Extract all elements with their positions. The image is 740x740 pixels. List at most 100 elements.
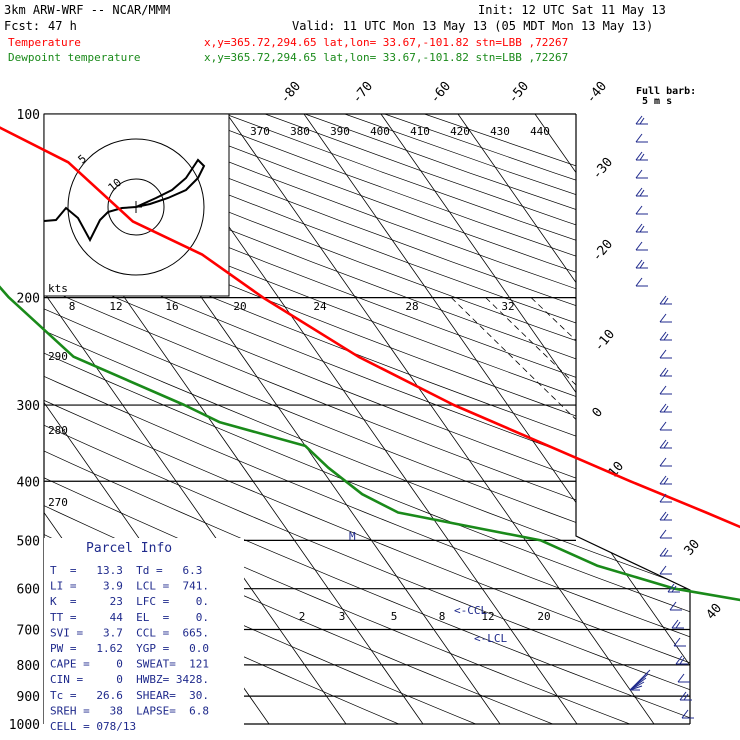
dry-adiabat-line	[44, 114, 690, 724]
ccl-annotation: <-CCL	[454, 604, 487, 617]
wind-barb-flag	[659, 421, 667, 431]
dewpoint-info: x,y=365.72,294.65 lat,lon= 33.67,-101.82…	[204, 51, 568, 64]
mixing-ratio-label: 2	[299, 610, 306, 623]
pressure-tick-label: 100	[17, 108, 40, 123]
theta-label: 280	[48, 424, 68, 437]
wind-barb-flag	[659, 457, 667, 467]
temperature-profile	[0, 126, 740, 529]
isotherm-label: -20	[590, 237, 617, 265]
dry-adiabat-line	[44, 114, 690, 724]
dry-adiabat-line	[44, 114, 690, 724]
parcel-info-row: CIN = 0 HWBZ= 3428.	[50, 673, 209, 686]
wind-barb-flag	[635, 187, 643, 197]
mixing-ratio-label: 28	[405, 300, 418, 313]
parcel-info-row: SREH = 38 LAPSE= 6.8	[50, 704, 209, 717]
mixing-ratio-label: 16	[165, 300, 178, 313]
wind-barb-flag	[663, 549, 669, 557]
hodograph-kts-label: kts	[48, 282, 68, 295]
wind-barb-flag	[639, 189, 645, 197]
wind-barb-flag	[635, 169, 643, 179]
wind-barb-flag	[659, 493, 667, 503]
isotherm-label: -40	[584, 79, 611, 107]
mixing-ratio-label: 12	[481, 610, 494, 623]
wind-barb-flag	[659, 475, 667, 485]
model-title: 3km ARW-WRF -- NCAR/MMM	[4, 3, 170, 17]
wind-barb-flag	[635, 151, 643, 161]
mixing-ratio-line	[451, 297, 690, 724]
full-barb-label: Full barb:	[636, 86, 696, 97]
dry-adiabat-line	[424, 114, 690, 724]
isotherm-line	[226, 114, 655, 724]
wind-barb-flag	[635, 259, 643, 269]
wind-barb-staff	[629, 681, 645, 691]
wind-barb-flag	[659, 331, 667, 341]
valid-time: Valid: 11 UTC Mon 13 May 13 (05 MDT Mon …	[292, 19, 653, 33]
parcel-info-row: Tc = 26.6 SHEAR= 30.	[50, 689, 209, 702]
parcel-info-row: TT = 44 EL = 0.	[50, 611, 209, 624]
mixing-ratio-label: 20	[537, 610, 550, 623]
mixing-ratio-lines	[451, 297, 740, 724]
wind-barbs	[629, 115, 694, 719]
theta-label: 370	[250, 125, 270, 138]
isotherm-label: -80	[278, 79, 305, 107]
pressure-tick-label: 500	[17, 534, 40, 549]
dry-adiabat-line	[344, 114, 690, 724]
wind-barb-flag	[675, 621, 681, 629]
isotherm-line	[303, 114, 690, 724]
wind-barb-flag	[681, 709, 689, 719]
mixing-ratio-line	[715, 298, 740, 724]
isotherm-label: -70	[350, 79, 377, 107]
wind-barb-flag	[659, 367, 667, 377]
sounding-profiles	[0, 126, 740, 602]
parcel-info-row: SVI = 3.7 CCL = 665.	[50, 626, 209, 639]
mixing-ratio-line	[574, 297, 690, 724]
pressure-tick-label: 900	[17, 690, 40, 705]
dry-adiabat-line	[44, 114, 690, 724]
isotherm-line	[380, 114, 690, 724]
isotherm-label: -30	[590, 155, 617, 183]
wind-barb-flag	[659, 547, 667, 557]
wind-barb-flag	[635, 115, 643, 125]
wind-barb-flag	[659, 385, 667, 395]
dry-adiabat-line	[44, 114, 690, 724]
dry-adiabat-line	[384, 114, 690, 724]
wind-barb-flag	[659, 313, 667, 323]
mixing-ratio-label: 12	[109, 300, 122, 313]
dewpoint-legend: Dewpoint temperature	[8, 51, 140, 64]
parcel-info-row: PW = 1.62 YGP = 0.0	[50, 642, 209, 655]
isotherm-label: 40	[704, 601, 726, 623]
wind-barb-flag	[663, 405, 669, 413]
dry-adiabat-line	[44, 114, 690, 724]
wind-barb-flag	[663, 297, 669, 305]
theta-label: 430	[490, 125, 510, 138]
full-barb-unit: 5 m s	[642, 96, 672, 107]
wind-barb-flag	[639, 117, 645, 125]
forecast-label: Fcst:	[4, 19, 40, 33]
isotherm-label: -50	[506, 79, 533, 107]
pressure-tick-label: 1000	[9, 718, 40, 733]
mixing-ratio-line	[530, 297, 690, 724]
theta-label: 420	[450, 125, 470, 138]
wind-barb-flag	[679, 691, 687, 701]
dry-adiabat-line	[44, 114, 690, 724]
parcel-info-row: LI = 3.9 LCL = 741.	[50, 580, 209, 593]
mixing-ratio-label: 5	[391, 610, 398, 623]
wind-barb-flag	[635, 241, 643, 251]
wind-barb-flag	[663, 513, 669, 521]
right-axis	[575, 114, 691, 724]
parcel-info-row: T = 13.3 Td = 6.3	[50, 564, 202, 577]
theta-label: 400	[370, 125, 390, 138]
wind-barb-flag	[679, 657, 685, 665]
wind-barb-flag	[659, 349, 667, 359]
dry-adiabat-line	[44, 114, 690, 724]
forecast-hours: 47 h	[48, 19, 77, 33]
isotherm-label: 0	[590, 405, 607, 421]
isotherm-line	[688, 114, 690, 724]
dewpoint-profile	[0, 285, 740, 602]
wind-barb-flag	[663, 369, 669, 377]
wind-barb-flag	[659, 295, 667, 305]
mixing-ratio-line	[613, 297, 690, 724]
isotherm-line	[534, 114, 690, 724]
mixing-ratio-label: 24	[313, 300, 327, 313]
